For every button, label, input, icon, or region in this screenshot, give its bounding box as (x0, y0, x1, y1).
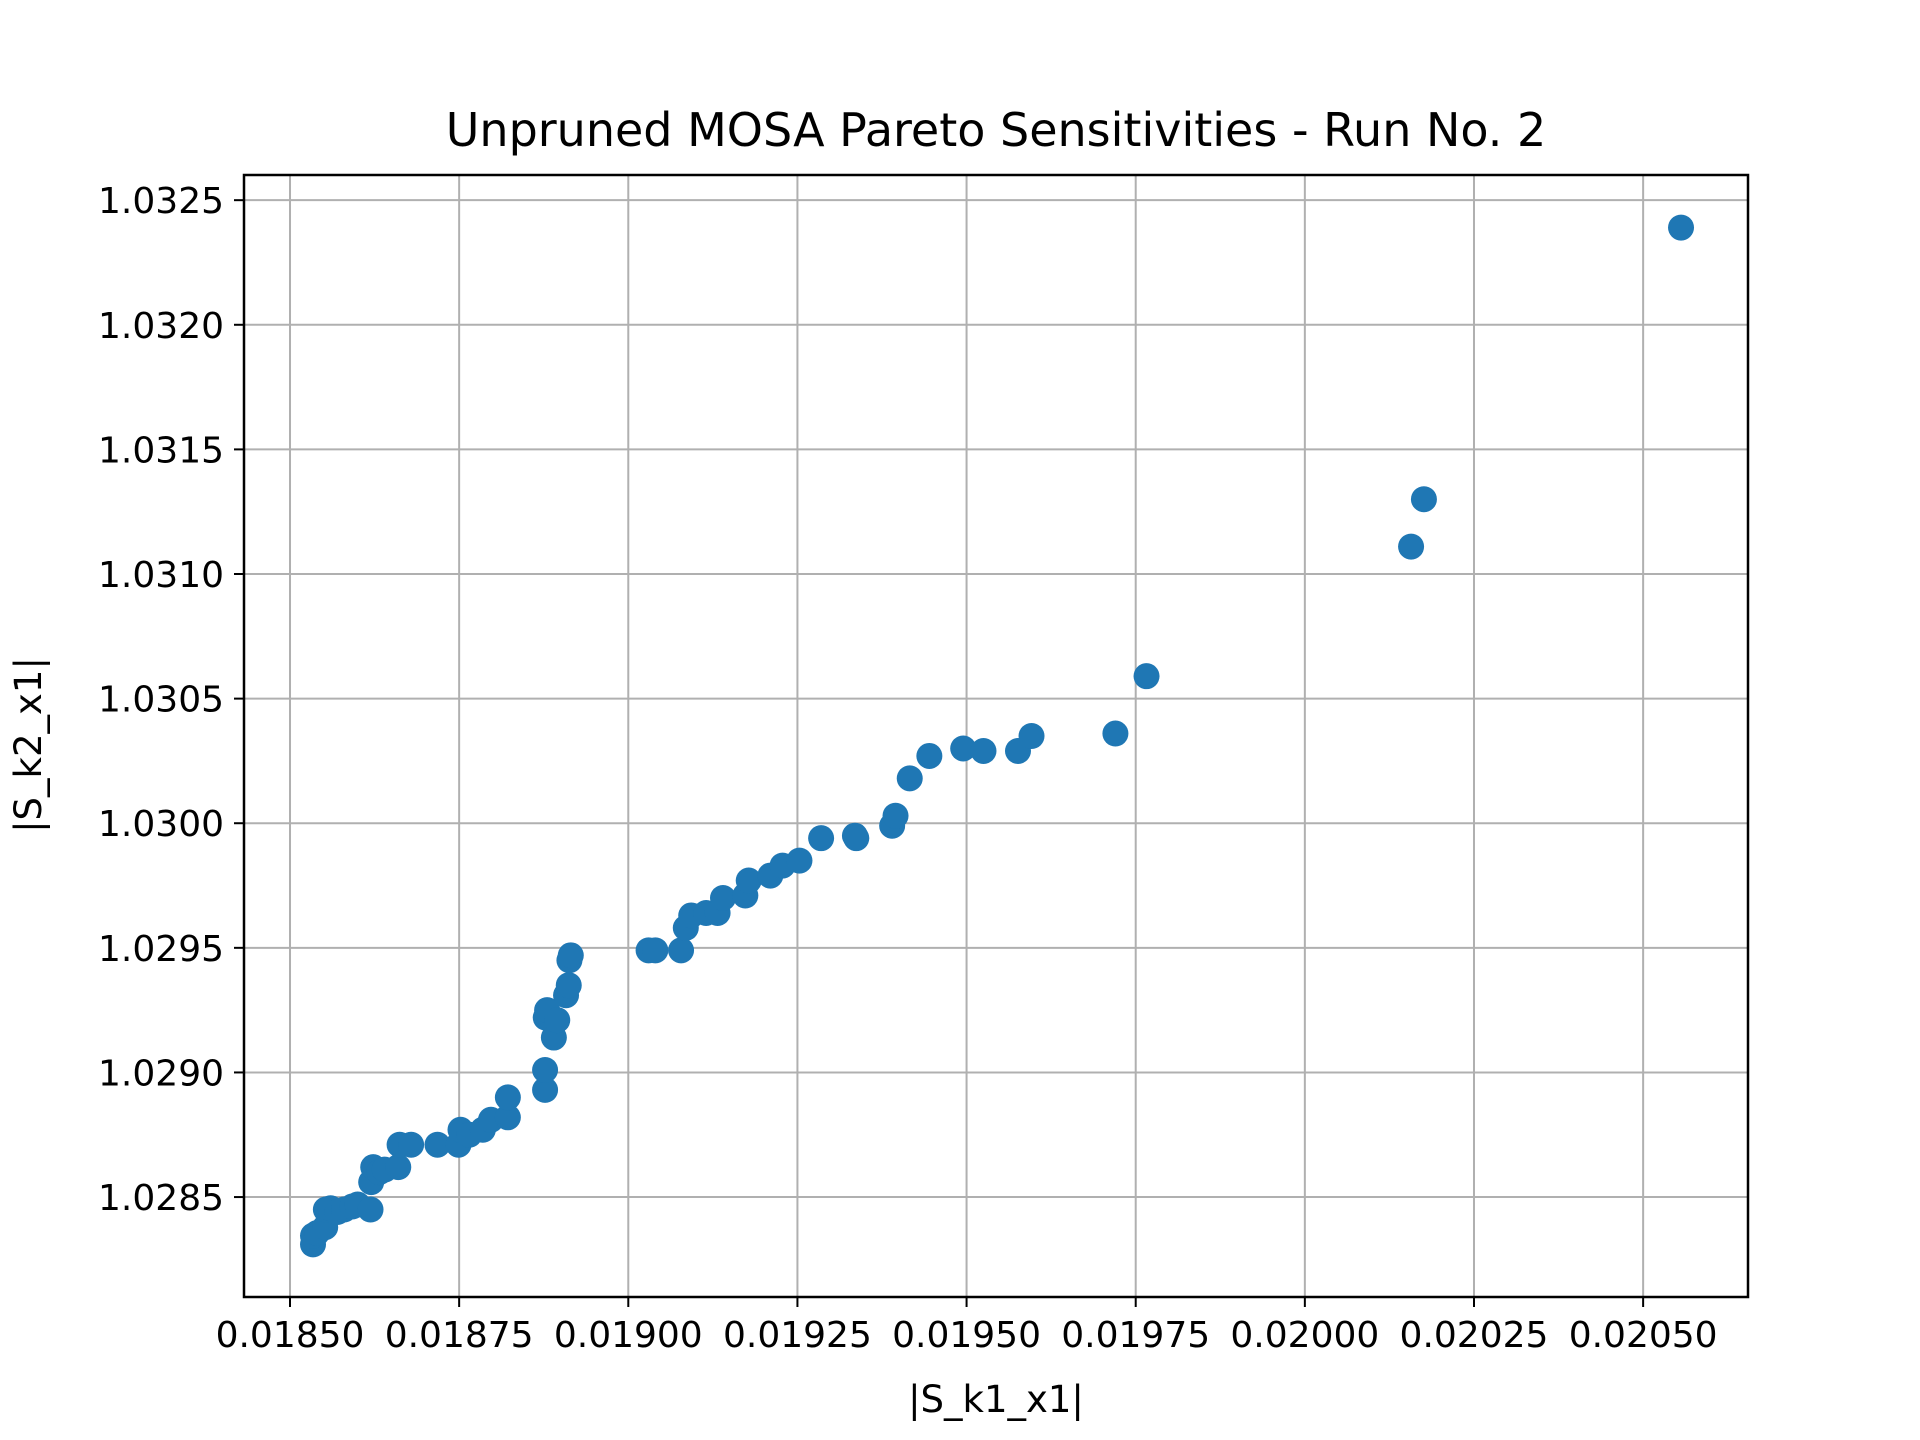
data-point (916, 742, 943, 769)
data-point (1102, 720, 1129, 747)
data-point (786, 847, 813, 874)
axis-ticks: 0.01850 0.01875 0.01900 0.01925 0.01950 0.019… (98, 181, 1718, 1356)
x-tick-label: 0.01850 (216, 1315, 365, 1356)
x-tick-label: 0.01875 (385, 1315, 534, 1356)
y-tick-label: 1.0300 (98, 804, 224, 845)
data-point (398, 1131, 425, 1158)
data-point (1410, 486, 1437, 513)
y-tick-label: 1.0295 (98, 929, 224, 970)
data-point (668, 937, 695, 964)
y-tick-label: 1.0305 (98, 680, 224, 721)
data-point (494, 1104, 521, 1131)
data-point (532, 1056, 559, 1083)
data-point (642, 937, 669, 964)
data-point (1668, 214, 1695, 241)
data-points (300, 214, 1695, 1258)
x-tick-label: 0.01925 (723, 1315, 872, 1356)
grid (244, 175, 1748, 1297)
y-tick-label: 1.0290 (98, 1053, 224, 1094)
x-tick-label: 0.02025 (1400, 1315, 1549, 1356)
y-tick-label: 1.0315 (98, 430, 224, 471)
data-point (710, 884, 737, 911)
data-point (424, 1131, 451, 1158)
x-tick-label: 0.01975 (1061, 1315, 1210, 1356)
data-point (532, 1076, 559, 1103)
data-point (1133, 663, 1160, 690)
data-point (1018, 723, 1045, 749)
data-point (544, 1007, 571, 1034)
chart-title: Unpruned MOSA Pareto Sensitivities - Run… (446, 103, 1547, 157)
plot-frame (242, 173, 1750, 1299)
y-tick-label: 1.0320 (98, 306, 224, 347)
y-tick-label: 1.0325 (98, 181, 224, 222)
data-point (843, 825, 870, 852)
data-point (557, 942, 584, 969)
data-point (970, 737, 997, 764)
y-tick-label: 1.0285 (98, 1178, 224, 1219)
data-point (385, 1154, 412, 1181)
data-point (1398, 533, 1425, 560)
x-tick-label: 0.01900 (554, 1315, 703, 1356)
data-point (808, 825, 835, 852)
x-tick-label: 0.01950 (892, 1315, 1041, 1356)
x-tick-label: 0.02050 (1569, 1315, 1718, 1356)
x-axis-title: |S_k1_x1| (908, 1378, 1084, 1421)
data-point (950, 735, 977, 762)
y-tick-label: 1.0310 (98, 555, 224, 596)
data-point (882, 802, 909, 829)
x-tick-label: 0.02000 (1230, 1315, 1379, 1356)
data-point (555, 972, 582, 999)
y-axis-title: |S_k2_x1| (7, 657, 50, 833)
data-point (896, 765, 923, 792)
data-point (494, 1084, 521, 1111)
data-point (735, 867, 762, 894)
data-point (357, 1196, 384, 1223)
